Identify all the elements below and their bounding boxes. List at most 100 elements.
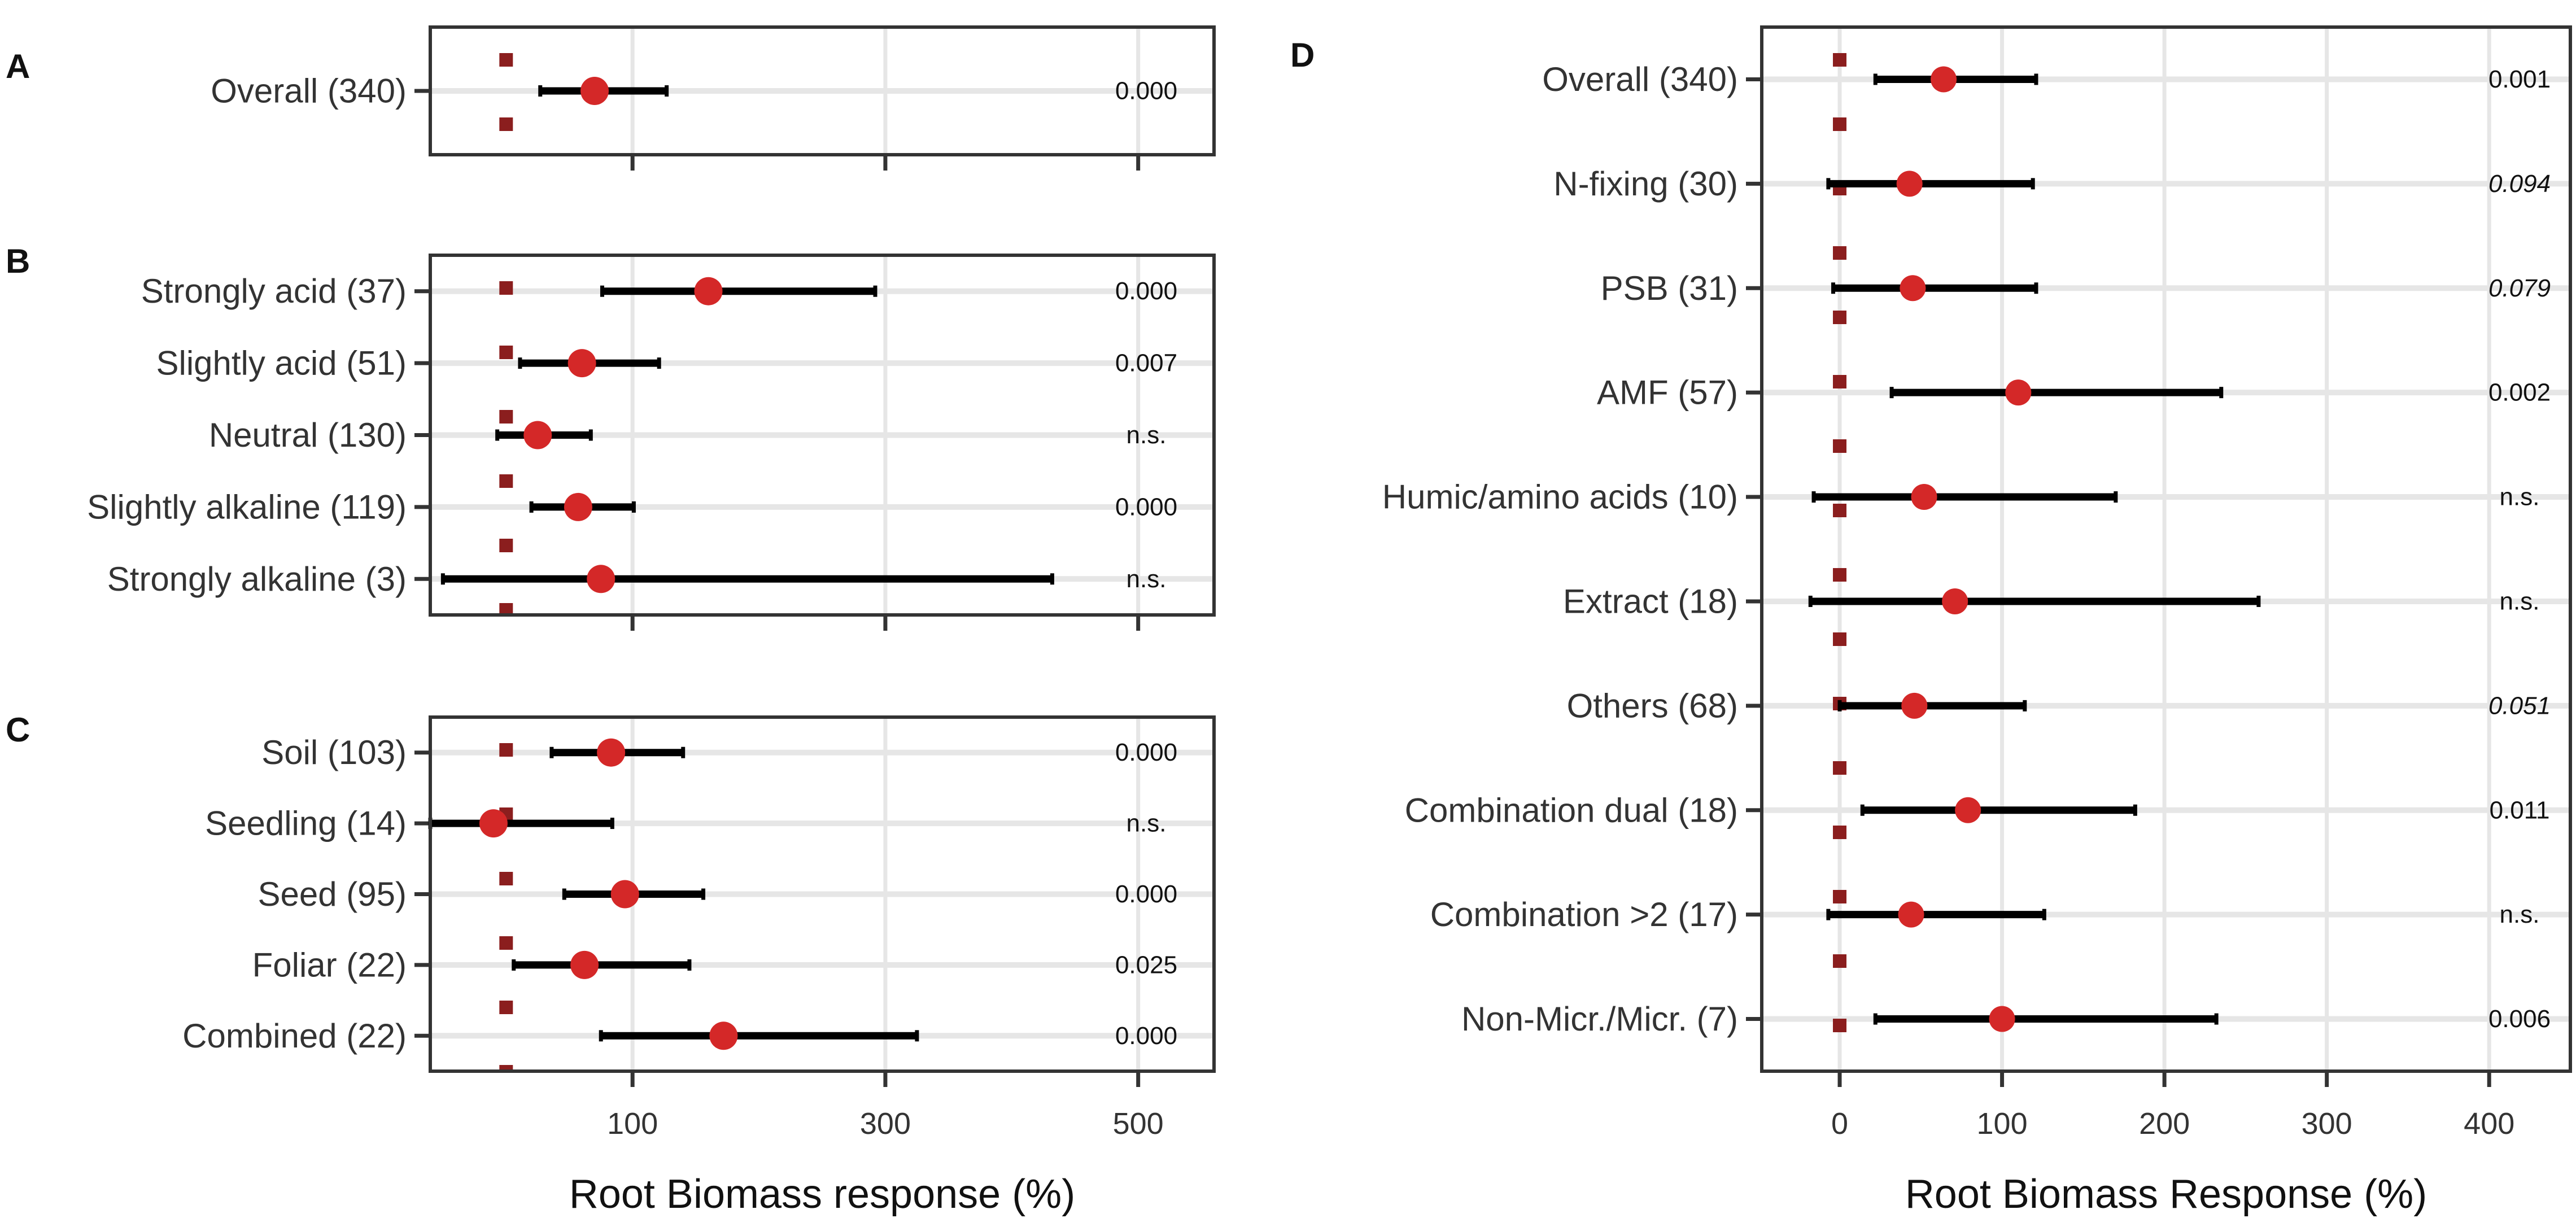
row-label: Strongly alkaline (3) bbox=[107, 560, 407, 598]
forest-row: Foliar (22) 0.025 bbox=[252, 946, 1177, 984]
row-label: Combined (22) bbox=[182, 1017, 407, 1055]
p-value-label: 0.000 bbox=[1115, 880, 1177, 908]
forest-row: Overall (340) 0.001 bbox=[1542, 60, 2551, 98]
forest-row: Combination dual (18) 0.011 bbox=[1405, 791, 2550, 829]
mean-point bbox=[587, 565, 615, 593]
panel-letter-A: A bbox=[6, 47, 30, 85]
panel-frame bbox=[429, 715, 1216, 1073]
mean-point bbox=[580, 77, 609, 105]
mean-point bbox=[610, 880, 639, 909]
forest-row: Strongly acid (37) 0.000 bbox=[141, 272, 1177, 310]
panel-letter-B: B bbox=[6, 242, 30, 280]
x-tick-label: 500 bbox=[1113, 1107, 1164, 1141]
mean-point bbox=[570, 950, 599, 979]
p-value-label: n.s. bbox=[1127, 810, 1167, 837]
x-tick-label: 200 bbox=[2139, 1107, 2190, 1141]
mean-point bbox=[1901, 692, 1928, 719]
forest-row: Extract (18) n.s. bbox=[1563, 582, 2540, 620]
mean-point bbox=[597, 738, 626, 767]
p-value-label: n.s. bbox=[1127, 421, 1167, 449]
row-label: Overall (340) bbox=[211, 72, 407, 110]
row-label: Slightly alkaline (119) bbox=[87, 488, 407, 526]
forest-row: Humic/amino acids (10) n.s. bbox=[1382, 478, 2540, 516]
forest-row: Soil (103) 0.000 bbox=[261, 734, 1177, 771]
row-label: Neutral (130) bbox=[209, 416, 407, 454]
x-tick-label: 100 bbox=[607, 1107, 658, 1141]
p-value-label: 0.000 bbox=[1115, 77, 1177, 105]
forest-row: Slightly acid (51) 0.007 bbox=[156, 344, 1177, 382]
x-axis-title: Root Biomass Response (%) bbox=[1905, 1172, 2427, 1217]
p-value-label: 0.079 bbox=[2488, 274, 2551, 302]
forest-row: Slightly alkaline (119) 0.000 bbox=[87, 488, 1177, 526]
p-value-label: 0.000 bbox=[1115, 1022, 1177, 1050]
mean-point bbox=[1955, 797, 1981, 823]
forest-row: Combined (22) 0.000 bbox=[182, 1017, 1177, 1055]
mean-point bbox=[1898, 901, 1924, 928]
forest-row: Overall (340) 0.000 bbox=[211, 72, 1177, 110]
row-label: Seedling (14) bbox=[205, 805, 407, 842]
p-value-label: 0.025 bbox=[1115, 951, 1177, 979]
forest-row: AMF (57) 0.002 bbox=[1597, 374, 2551, 412]
panel-A: A Overall (340) 0.000 bbox=[6, 25, 1216, 171]
p-value-label: 0.001 bbox=[2488, 66, 2551, 93]
p-value-label: 0.007 bbox=[1115, 350, 1177, 377]
row-label: Foliar (22) bbox=[252, 946, 407, 984]
forest-row: Seed (95) 0.000 bbox=[258, 875, 1178, 913]
x-tick-label: 300 bbox=[860, 1107, 911, 1141]
forest-row: Seedling (14) n.s. bbox=[205, 805, 1166, 842]
mean-point bbox=[694, 277, 723, 305]
p-value-label: 0.000 bbox=[1115, 493, 1177, 521]
row-label: PSB (31) bbox=[1601, 269, 1738, 307]
x-tick-label: 0 bbox=[1831, 1107, 1848, 1141]
panel-frame bbox=[429, 25, 1216, 156]
row-label: Seed (95) bbox=[258, 875, 407, 913]
mean-point bbox=[567, 349, 596, 378]
row-label: Strongly acid (37) bbox=[141, 272, 407, 310]
panel-C: C Soil (103) 0.000 Seedling (14) n.s. Seed (9… bbox=[6, 711, 1216, 1217]
mean-point bbox=[1900, 275, 1926, 302]
panel-B: B Strongly acid (37) 0.000 Slightly acid (5… bbox=[6, 242, 1216, 631]
forest-row: Non-Micr./Micr. (7) 0.006 bbox=[1461, 1000, 2551, 1038]
row-label: Combination dual (18) bbox=[1405, 791, 1738, 829]
mean-point bbox=[1931, 66, 1957, 93]
mean-point bbox=[1989, 1006, 2015, 1032]
row-label: N-fixing (30) bbox=[1553, 165, 1738, 203]
forest-row: Others (68) 0.051 bbox=[1567, 687, 2551, 724]
forest-row: PSB (31) 0.079 bbox=[1601, 269, 2551, 307]
row-label: Combination >2 (17) bbox=[1430, 896, 1738, 933]
mean-point bbox=[709, 1021, 738, 1050]
panel-frame bbox=[429, 254, 1216, 617]
row-label: Soil (103) bbox=[261, 734, 407, 771]
row-label: Non-Micr./Micr. (7) bbox=[1461, 1000, 1738, 1038]
x-tick-label: 100 bbox=[1977, 1107, 2028, 1141]
forest-row: N-fixing (30) 0.094 bbox=[1553, 165, 2551, 203]
p-value-label: 0.094 bbox=[2488, 170, 2551, 198]
row-label: Others (68) bbox=[1567, 687, 1738, 724]
row-label: Slightly acid (51) bbox=[156, 344, 407, 382]
panel-letter-C: C bbox=[6, 711, 30, 749]
panel-D: D Overall (340) 0.001 N-fixing (30) 0.094 PSB… bbox=[1290, 25, 2572, 1217]
mean-point bbox=[523, 421, 552, 449]
mean-point bbox=[2005, 379, 2032, 406]
p-value-label: 0.006 bbox=[2488, 1005, 2551, 1033]
row-label: Humic/amino acids (10) bbox=[1382, 478, 1738, 516]
row-label: AMF (57) bbox=[1597, 374, 1738, 412]
p-value-label: n.s. bbox=[2500, 901, 2540, 928]
mean-point bbox=[1911, 484, 1937, 510]
p-value-label: 0.011 bbox=[2490, 796, 2550, 824]
x-tick-label: 300 bbox=[2302, 1107, 2352, 1141]
forest-row: Combination >2 (17) n.s. bbox=[1430, 896, 2540, 933]
mean-point bbox=[1896, 171, 1923, 197]
mean-point bbox=[1942, 588, 1968, 614]
p-value-label: 0.000 bbox=[1115, 739, 1177, 766]
p-value-label: 0.000 bbox=[1115, 277, 1177, 305]
mean-point bbox=[564, 492, 592, 521]
x-tick-label: 400 bbox=[2464, 1107, 2514, 1141]
p-value-label: n.s. bbox=[2500, 587, 2540, 615]
row-label: Overall (340) bbox=[1542, 60, 1738, 98]
p-value-label: 0.051 bbox=[2488, 692, 2551, 719]
row-label: Extract (18) bbox=[1563, 582, 1738, 620]
forest-row: Neutral (130) n.s. bbox=[209, 416, 1167, 454]
x-axis-title: Root Biomass response (%) bbox=[569, 1172, 1075, 1217]
